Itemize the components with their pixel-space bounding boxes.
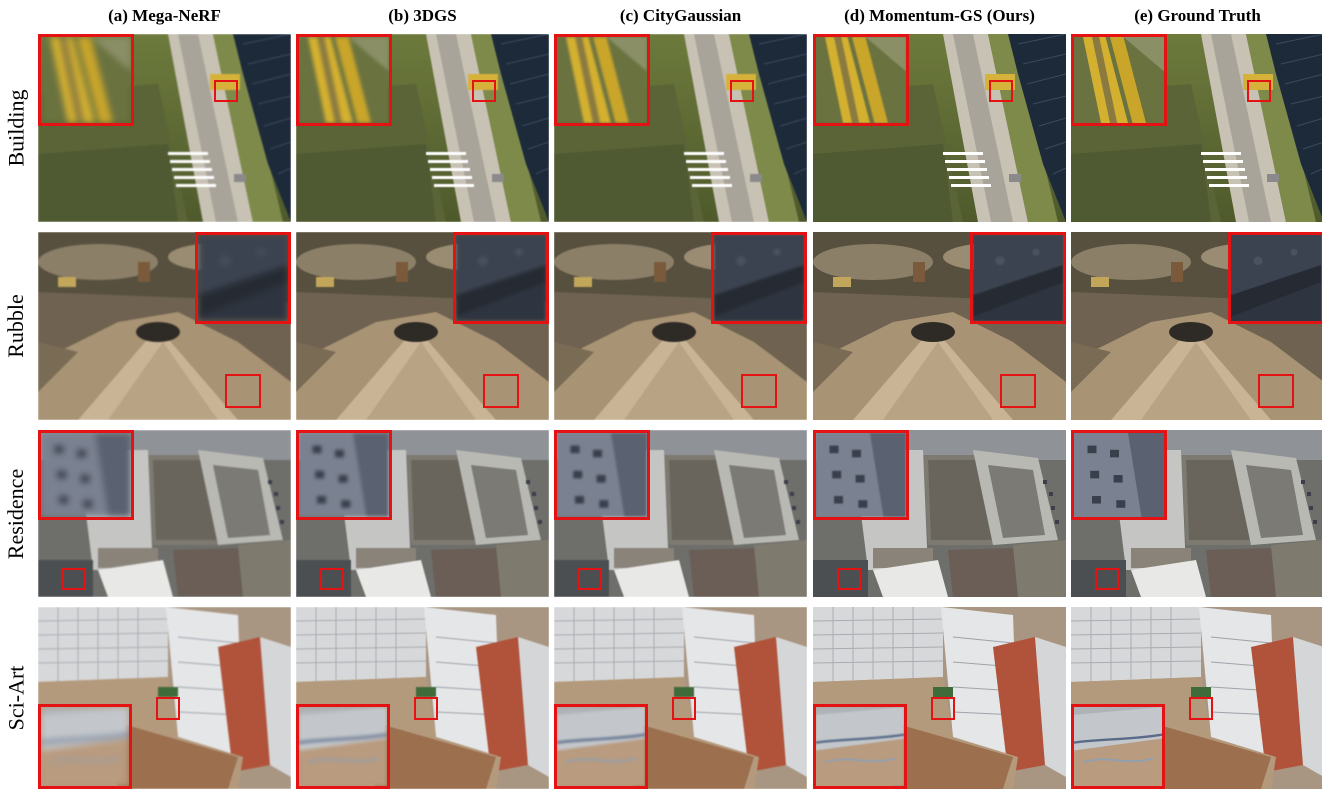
- zoom-inset: [1228, 232, 1322, 324]
- zoom-region-marker: [578, 568, 602, 590]
- zoom-region-marker: [214, 80, 238, 102]
- render-residence-3dgs: [296, 430, 549, 597]
- zoom-region-marker: [672, 697, 696, 720]
- zoom-inset: [1071, 34, 1167, 126]
- zoom-region-marker: [931, 697, 955, 720]
- zoom-inset: [554, 430, 650, 520]
- zoom-region-marker: [741, 374, 777, 408]
- render-sciart-3dgs: [296, 607, 549, 789]
- zoom-inset: [195, 232, 291, 324]
- zoom-region-marker: [414, 697, 438, 720]
- zoom-region-marker: [225, 374, 261, 408]
- row-label-residence: Residence: [0, 430, 32, 597]
- row-label-sciart: Sci-Art: [0, 607, 32, 789]
- render-building-momentum-gs: [813, 34, 1066, 222]
- render-sciart-mega-nerf: [38, 607, 291, 789]
- zoom-region-marker: [1095, 568, 1119, 590]
- zoom-region-marker: [320, 568, 344, 590]
- zoom-region-marker: [1247, 80, 1271, 102]
- zoom-region-marker: [1258, 374, 1294, 408]
- zoom-region-marker: [989, 80, 1013, 102]
- render-sciart-ground-truth: [1071, 607, 1322, 789]
- render-rubble-momentum-gs: [813, 232, 1066, 420]
- zoom-inset: [711, 232, 807, 324]
- render-sciart-momentum-gs: [813, 607, 1066, 789]
- render-residence-citygaussian: [554, 430, 807, 597]
- zoom-inset: [296, 704, 390, 789]
- render-building-mega-nerf: [38, 34, 291, 222]
- row-label-text: Residence: [3, 468, 29, 558]
- render-sciart-citygaussian: [554, 607, 807, 789]
- column-title-mega-nerf: (a) Mega-NeRF: [38, 2, 291, 30]
- zoom-region-marker: [472, 80, 496, 102]
- render-rubble-ground-truth: [1071, 232, 1322, 420]
- zoom-region-marker: [62, 568, 86, 590]
- zoom-region-marker: [837, 568, 861, 590]
- render-building-3dgs: [296, 34, 549, 222]
- zoom-inset: [970, 232, 1066, 324]
- zoom-region-marker: [1000, 374, 1036, 408]
- zoom-inset: [813, 430, 909, 520]
- zoom-inset: [554, 704, 648, 789]
- render-rubble-3dgs: [296, 232, 549, 420]
- zoom-region-marker: [156, 697, 180, 720]
- render-residence-momentum-gs: [813, 430, 1066, 597]
- render-rubble-citygaussian: [554, 232, 807, 420]
- zoom-inset: [453, 232, 549, 324]
- zoom-inset: [296, 430, 392, 520]
- zoom-region-marker: [730, 80, 754, 102]
- zoom-region-marker: [483, 374, 519, 408]
- render-building-citygaussian: [554, 34, 807, 222]
- render-building-ground-truth: [1071, 34, 1322, 222]
- column-title-3dgs: (b) 3DGS: [296, 2, 549, 30]
- zoom-inset: [813, 34, 909, 126]
- zoom-inset: [1071, 430, 1167, 520]
- zoom-inset: [296, 34, 392, 126]
- column-title-citygaussian: (c) CityGaussian: [554, 2, 807, 30]
- zoom-region-marker: [1189, 697, 1213, 720]
- render-residence-ground-truth: [1071, 430, 1322, 597]
- row-label-rubble: Rubble: [0, 232, 32, 420]
- column-title-ground-truth: (e) Ground Truth: [1071, 2, 1322, 30]
- zoom-inset: [38, 704, 132, 789]
- zoom-inset: [38, 430, 134, 520]
- row-label-building: Building: [0, 34, 32, 222]
- zoom-inset: [554, 34, 650, 126]
- zoom-inset: [38, 34, 134, 126]
- column-title-momentum-gs: (d) Momentum-GS (Ours): [813, 2, 1066, 30]
- zoom-inset: [1071, 704, 1165, 789]
- row-label-text: Rubble: [3, 294, 29, 358]
- row-label-text: Sci-Art: [3, 666, 29, 731]
- row-label-text: Building: [3, 89, 29, 166]
- render-rubble-mega-nerf: [38, 232, 291, 420]
- zoom-inset: [813, 704, 907, 789]
- render-residence-mega-nerf: [38, 430, 291, 597]
